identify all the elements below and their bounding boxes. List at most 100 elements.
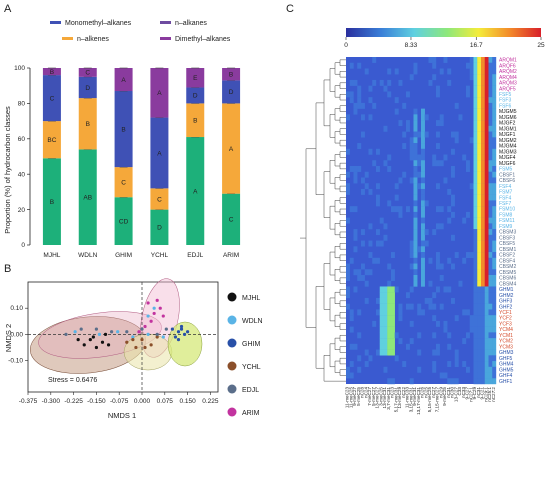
ellipse-ghim: [167, 321, 203, 367]
heatmap-cell: [488, 177, 493, 184]
heatmap-cell: [469, 315, 474, 322]
heatmap-cell: [349, 361, 354, 367]
heatmap-cell: [346, 372, 350, 379]
heatmap-cell: [398, 309, 403, 316]
heatmap-cell: [477, 303, 482, 310]
bar-category-label: GHIM: [115, 252, 132, 259]
heatmap-cell: [492, 102, 497, 109]
heatmap-cell: [473, 68, 478, 75]
heatmap-row-label: YCM1: [499, 333, 513, 339]
heatmap-cell: [421, 269, 425, 276]
heatmap-cell: [481, 309, 485, 316]
heatmap-cell: [361, 102, 365, 109]
heatmap-cell: [413, 240, 418, 247]
heatmap-cell: [492, 120, 497, 127]
heatmap-cell: [447, 68, 452, 75]
heatmap-cell: [413, 269, 418, 276]
heatmap-cell: [447, 332, 452, 339]
heatmap-cell: [417, 332, 422, 339]
heatmap-cell: [379, 332, 384, 339]
heatmap-cell: [357, 366, 362, 373]
heatmap-cell: [481, 137, 485, 144]
heatmap-cell: [409, 177, 414, 184]
heatmap-cell: [477, 223, 482, 230]
heatmap-cell: [488, 125, 493, 132]
heatmap-cell: [477, 320, 482, 327]
heatmap-cell: [484, 378, 489, 385]
dendrogram-branch: [339, 369, 346, 376]
heatmap-cell: [379, 315, 384, 322]
heatmap-cell: [421, 200, 425, 207]
heatmap-cell: [492, 194, 497, 201]
heatmap-cell: [484, 171, 489, 178]
heatmap-cell: [492, 280, 497, 287]
heatmap-cell: [353, 166, 358, 172]
heatmap-cell: [477, 102, 482, 109]
heatmap-cell: [488, 280, 493, 287]
heatmap-column-label: nC27:2: [491, 387, 496, 402]
heatmap-cell: [346, 269, 350, 276]
nmds-point-wdln: [161, 335, 165, 339]
nmds-legend-dot-wdln: [227, 315, 237, 325]
heatmap-cell: [391, 326, 395, 333]
nmds-xlabel: NMDS 1: [108, 411, 136, 420]
heatmap-cell: [481, 332, 485, 339]
heatmap-cell: [477, 125, 482, 132]
heatmap-cell: [364, 349, 369, 356]
heatmap-cell: [421, 171, 425, 178]
heatmap-cell: [484, 292, 489, 299]
dendrogram-branch: [339, 312, 346, 319]
heatmap-cell: [484, 286, 489, 293]
dendrogram-branch: [339, 346, 346, 353]
heatmap-cell: [447, 286, 452, 293]
heatmap-cell: [477, 349, 482, 356]
heatmap-cell: [454, 315, 459, 322]
heatmap-cell: [492, 79, 497, 86]
heatmap-cell: [417, 349, 422, 356]
legend-swatch-n-alkenes: [62, 37, 73, 40]
heatmap-cell: [492, 125, 497, 132]
nmds-point-ychl: [131, 338, 135, 342]
heatmap-cell: [484, 166, 489, 172]
heatmap-row-label: MJGM3: [499, 149, 517, 155]
colorbar: [346, 28, 541, 37]
heatmap-cell: [488, 62, 493, 69]
heatmap-cell: [383, 349, 388, 356]
heatmap-cell: [417, 366, 422, 373]
heatmap-cell: [424, 200, 429, 207]
heatmap-cell: [417, 154, 422, 161]
heatmap-cell: [488, 160, 493, 167]
heatmap-cell: [391, 292, 395, 299]
heatmap-cell: [432, 154, 437, 161]
heatmap-cell: [436, 160, 440, 167]
heatmap-cell: [409, 154, 414, 161]
heatmap-row-label: YCF1: [499, 310, 512, 316]
heatmap-column-label: nC33: [461, 387, 466, 398]
heatmap-cell: [417, 303, 422, 310]
heatmap-cell: [439, 263, 444, 270]
heatmap-cell: [436, 252, 440, 258]
heatmap-cell: [481, 217, 485, 224]
heatmap-cell: [488, 120, 493, 127]
heatmap-cell: [481, 148, 485, 155]
heatmap-cell: [353, 206, 358, 213]
heatmap-cell: [364, 183, 369, 190]
nmds-y-tick-label: -0.10: [8, 358, 23, 365]
heatmap-cell: [387, 286, 392, 293]
heatmap-cell: [349, 206, 354, 213]
dendrogram-branch: [339, 357, 346, 365]
dendrogram-branch: [339, 334, 346, 342]
dendrogram-branch: [334, 177, 340, 190]
heatmap-cell: [379, 338, 384, 345]
heatmap-cell: [492, 349, 497, 356]
dendrogram-branch: [329, 160, 335, 184]
dendrogram-branch: [334, 62, 340, 75]
heatmap-cell: [454, 361, 459, 367]
heatmap-cell: [466, 211, 470, 218]
heatmap-cell: [492, 372, 497, 379]
dendrogram-branch: [329, 205, 335, 230]
heatmap-cell: [473, 74, 478, 81]
heatmap-cell: [473, 206, 478, 213]
heatmap-cell: [379, 240, 384, 247]
heatmap-row-label: YCM4: [499, 327, 513, 333]
